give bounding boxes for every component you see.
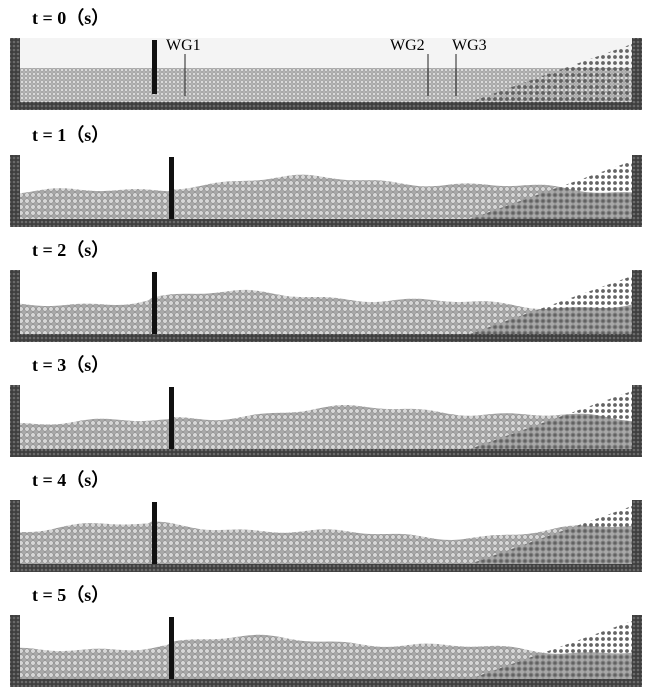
water-body — [20, 289, 632, 334]
frame-title: t = 3（s） — [32, 355, 109, 375]
frame-title: t = 5（s） — [32, 585, 109, 605]
tank-right-wall — [632, 500, 642, 572]
tank-left-wall — [10, 500, 20, 572]
gauge-label-wg2: WG2 — [390, 37, 425, 54]
frame-title: t = 4（s） — [32, 470, 109, 490]
tank-floor — [10, 449, 642, 457]
tank-floor — [10, 102, 642, 110]
beach-slope — [470, 506, 632, 564]
wave-paddle — [169, 617, 174, 679]
wave-paddle — [152, 272, 157, 334]
tank-right-wall — [632, 615, 642, 687]
frame-panel-t1: t = 1（s） — [10, 125, 642, 227]
tank-right-wall — [632, 38, 642, 110]
tank-left-wall — [10, 270, 20, 342]
frame-panel-t3: t = 3（s） — [10, 355, 642, 457]
frame-title: t = 0（s） — [32, 8, 109, 28]
water-body — [20, 68, 632, 102]
frame-title: t = 1（s） — [32, 125, 109, 145]
gauge-label-wg3: WG3 — [452, 37, 487, 54]
beach-slope — [470, 621, 632, 679]
frame-panel-t2: t = 2（s） — [10, 240, 642, 342]
wave-paddle — [169, 387, 174, 449]
tank-right-wall — [632, 385, 642, 457]
wave-paddle — [152, 502, 157, 564]
tank-floor — [10, 334, 642, 342]
beach-slope — [470, 276, 632, 334]
tank-floor — [10, 564, 642, 572]
tank-left-wall — [10, 385, 20, 457]
wave-paddle — [152, 40, 157, 94]
beach-slope — [470, 161, 632, 219]
tank-right-wall — [632, 155, 642, 227]
tank-floor — [10, 679, 642, 687]
beach-slope — [470, 391, 632, 449]
beach-slope — [470, 44, 632, 102]
frame-panel-t0: t = 0（s） WG1 WG2 WG3 — [10, 8, 642, 110]
tank-left-wall — [10, 38, 20, 110]
gauge-label-wg1: WG1 — [166, 37, 201, 54]
frame-panel-t5: t = 5（s） — [10, 585, 642, 687]
tank-left-wall — [10, 615, 20, 687]
wave-paddle — [169, 157, 174, 219]
tank-floor — [10, 219, 642, 227]
tank-left-wall — [10, 155, 20, 227]
frame-panel-t4: t = 4（s） — [10, 470, 642, 572]
water-body — [20, 521, 632, 564]
frame-title: t = 2（s） — [32, 240, 109, 260]
tank-right-wall — [632, 270, 642, 342]
